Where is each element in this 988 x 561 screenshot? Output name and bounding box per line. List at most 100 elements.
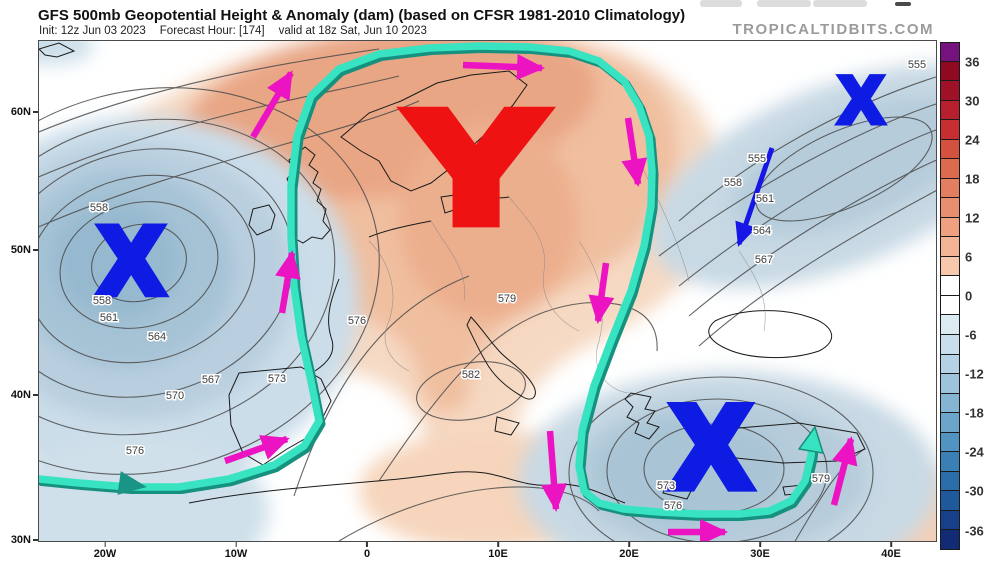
colorbar-cell xyxy=(940,120,960,140)
colorbar-cell xyxy=(940,237,960,257)
colorbar-label--36: -36 xyxy=(965,523,984,538)
colorbar-cell xyxy=(940,256,960,277)
colorbar-cell xyxy=(940,42,960,62)
contour-label-555: 555 xyxy=(908,59,926,71)
lon-label-20E: 20E xyxy=(619,542,639,560)
contour-label-570: 570 xyxy=(166,390,184,402)
contour-label-579: 579 xyxy=(498,293,516,305)
contour-label-561: 561 xyxy=(100,312,118,324)
colorbar-cell xyxy=(940,510,960,531)
magenta-flow-arrow xyxy=(588,262,615,324)
lon-label-30E: 30E xyxy=(750,542,770,560)
colorbar-cell xyxy=(940,530,960,550)
colorbar-cell xyxy=(940,217,960,238)
contour-label-576: 576 xyxy=(126,445,144,457)
lat-label-60N: 60N xyxy=(11,106,38,118)
init-time: Init: 12z Jun 03 2023 xyxy=(39,25,146,37)
trough-x-northeast: X xyxy=(839,62,883,136)
colorbar-label-12: 12 xyxy=(965,210,980,226)
colorbar-label-24: 24 xyxy=(965,132,980,148)
lon-label-20W: 20W xyxy=(94,542,116,560)
colorbar-cell xyxy=(940,393,960,414)
magenta-flow-arrow xyxy=(830,436,858,506)
colorbar-cell xyxy=(940,61,960,82)
lon-label-40E: 40E xyxy=(881,542,901,560)
contour-label-567: 567 xyxy=(755,254,773,266)
lon-label-10W: 10W xyxy=(225,542,247,560)
colorbar-cell xyxy=(940,374,960,394)
watermark: TROPICALTIDBITS.COM xyxy=(732,21,934,38)
browser-artifact xyxy=(700,0,742,7)
colorbar-label-6: 6 xyxy=(965,249,973,265)
ridge-y-scandinavia: Y xyxy=(409,81,543,254)
annotation-letters: X X X Y xyxy=(95,59,886,516)
colorbar-cell xyxy=(940,198,960,218)
colorbar-cell xyxy=(940,491,960,511)
jet-mid-arrowhead xyxy=(117,471,147,495)
browser-artifact xyxy=(813,0,867,7)
annotation-arrows xyxy=(223,54,858,541)
contour-label-555: 555 xyxy=(748,153,766,165)
contour-label-558: 558 xyxy=(93,295,111,307)
jet-end-arrowhead xyxy=(798,426,824,454)
magenta-flow-arrow xyxy=(462,54,545,81)
colorbar-label-18: 18 xyxy=(965,171,980,187)
browser-artifact xyxy=(895,2,911,6)
map-subtitle: Init: 12z Jun 03 2023 Forecast Hour: [174… xyxy=(39,25,441,37)
colorbar-cell xyxy=(940,452,960,472)
lat-label-30N: 30N xyxy=(11,534,38,546)
colorbar-cell xyxy=(940,471,960,492)
jet-stream-path xyxy=(39,42,824,521)
forecast-hour: Forecast Hour: [174] xyxy=(159,25,265,37)
colorbar-cell xyxy=(940,139,960,160)
contour-label-582: 582 xyxy=(462,369,480,381)
colorbar-cell xyxy=(940,413,960,433)
colorbar-label--18: -18 xyxy=(965,405,984,421)
colorbar-cell xyxy=(940,334,960,355)
colorbar-cell xyxy=(940,81,960,101)
colorbar-label--24: -24 xyxy=(965,444,984,460)
trough-x-west: X xyxy=(99,208,162,314)
colorbar-cell xyxy=(940,159,960,179)
colorbar-cell xyxy=(940,354,960,375)
contour-label-564: 564 xyxy=(753,225,771,237)
colorbar-label--30: -30 xyxy=(965,483,984,499)
colorbar-cell xyxy=(940,315,960,335)
map-title: GFS 500mb Geopotential Height & Anomaly … xyxy=(38,7,686,24)
colorbar-cell xyxy=(940,100,960,121)
blue-flow-arrow xyxy=(735,147,775,247)
lat-label-50N: 50N xyxy=(11,244,38,256)
colorbar-label--12: -12 xyxy=(965,366,984,382)
magenta-flow-arrow xyxy=(541,430,568,512)
magenta-flow-arrow xyxy=(250,70,294,139)
colorbar-label-36: 36 xyxy=(965,54,980,70)
contour-label-561: 561 xyxy=(756,193,774,205)
height-contours xyxy=(39,48,936,541)
contour-value-labels: 558 558 561 564 567 570 573 576 576 579 582 555 555 5… xyxy=(88,58,927,514)
contour-label-573: 573 xyxy=(657,480,675,492)
trough-x-southeast: X xyxy=(673,384,750,512)
colorbar-cell xyxy=(940,295,960,316)
magenta-flow-arrow xyxy=(275,250,301,314)
valid-time: valid at 18z Sat, Jun 10 2023 xyxy=(278,25,427,37)
contour-label-567: 567 xyxy=(202,374,220,386)
lon-label-0: 0 xyxy=(364,542,370,560)
magenta-flow-arrow xyxy=(621,117,648,187)
colorbar-label-30: 30 xyxy=(965,93,980,109)
contour-label-558: 558 xyxy=(724,177,742,189)
contour-label-579: 579 xyxy=(812,473,830,485)
contour-label-573: 573 xyxy=(268,373,286,385)
contour-label-564: 564 xyxy=(148,331,166,343)
contour-label-576: 576 xyxy=(348,315,366,327)
colorbar-label-0: 0 xyxy=(965,288,973,304)
colorbar-cell xyxy=(940,178,960,199)
anomaly-colorbar xyxy=(940,42,960,550)
browser-artifact xyxy=(757,0,811,7)
contour-label-576: 576 xyxy=(664,500,682,512)
lon-label-10E: 10E xyxy=(488,542,508,560)
contour-label-558: 558 xyxy=(90,202,108,214)
colorbar-cell xyxy=(940,276,960,296)
